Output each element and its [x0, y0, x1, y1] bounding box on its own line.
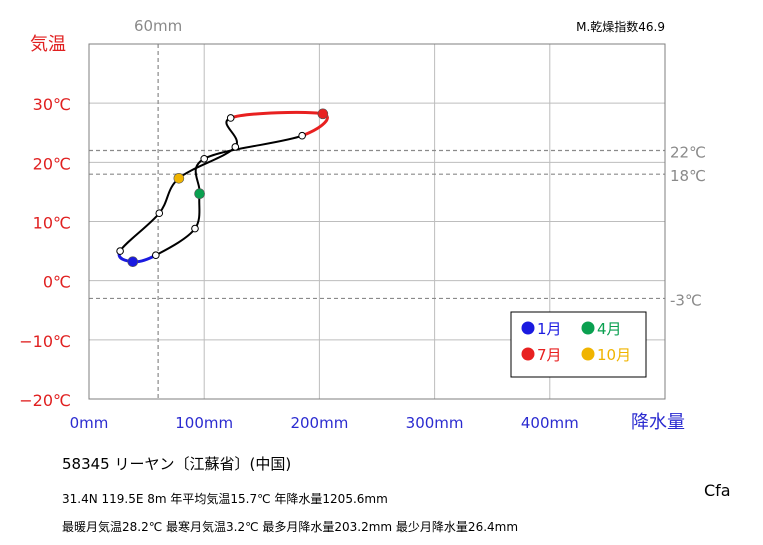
reference-label: 22℃ [670, 144, 706, 162]
month-point-highlight [194, 188, 205, 199]
series-segment [158, 177, 180, 215]
legend-box [510, 311, 647, 378]
station-stats-line-2: 最暖月気温28.2℃ 最寒月気温3.2℃ 最多月降水量203.2mm 最少月降水… [62, 520, 519, 534]
station-stats-line-1: 31.4N 119.5E 8m 年平均気温15.7℃ 年降水量1205.6mm [62, 492, 388, 506]
y-tick-label: −10℃ [19, 332, 71, 351]
legend-swatch [521, 321, 535, 335]
month-point [191, 224, 199, 233]
x-tick-label: 200mm [290, 414, 348, 432]
legend-swatch [581, 347, 595, 361]
dryness-index-label: M.乾燥指数46.9 [576, 19, 665, 34]
reference-label: -3℃ [670, 291, 702, 309]
month-point [116, 247, 124, 255]
x-tick-label: 0mm [70, 414, 109, 432]
month-point-highlight [317, 108, 329, 120]
grid [89, 44, 665, 399]
month-point [226, 114, 235, 122]
series-segment [203, 134, 304, 160]
axis-tick-labels: 0mm 100mm 200mm 300mm 400mm −20℃ −10℃ 0℃ 10℃ 20℃ 3… [19, 95, 578, 432]
series-segment [229, 110, 325, 120]
y-tick-label: −20℃ [19, 391, 71, 410]
legend-swatch [521, 347, 535, 361]
month-point [200, 154, 208, 163]
hythergraph-chart: 22℃ 18℃ -3℃ 60mm 0mm 100mm 200mm 300mm 400mm −20… [19, 17, 706, 433]
series-segment [154, 227, 196, 257]
series-line [117, 110, 329, 264]
y-tick-label: 20℃ [33, 154, 71, 173]
legend-label: 10月 [597, 346, 631, 364]
climate-classification: Cfa [704, 481, 731, 500]
reference-label: 60mm [134, 17, 182, 35]
month-points [116, 108, 329, 268]
x-axis-title: 降水量 [631, 412, 685, 433]
series-segment [225, 116, 238, 148]
plot-frame [88, 43, 666, 400]
x-tick-label: 100mm [175, 414, 233, 432]
legend-label: 4月 [597, 320, 622, 338]
month-point-highlight [127, 256, 139, 268]
legend: 1月 4月 7月 10月 [510, 311, 647, 378]
y-tick-label: 0℃ [43, 273, 71, 292]
month-point [231, 143, 240, 151]
y-tick-label: 10℃ [33, 214, 71, 233]
month-point [155, 209, 164, 218]
month-point [298, 131, 306, 140]
legend-label: 7月 [537, 346, 562, 364]
x-tick-label: 300mm [406, 414, 464, 432]
legend-label: 1月 [537, 320, 562, 338]
legend-swatch [581, 321, 595, 335]
reference-label: 18℃ [670, 167, 706, 185]
y-tick-label: 30℃ [33, 95, 71, 114]
reference-lines: 22℃ 18℃ -3℃ 60mm [89, 17, 706, 399]
y-axis-title: 気温 [30, 34, 66, 55]
series-segment [119, 212, 161, 253]
month-point [152, 251, 160, 260]
month-point-highlight [173, 173, 185, 184]
station-name: 58345 リーヤン〔江蘇省〕(中国) [62, 455, 292, 473]
x-tick-label: 400mm [521, 414, 579, 432]
